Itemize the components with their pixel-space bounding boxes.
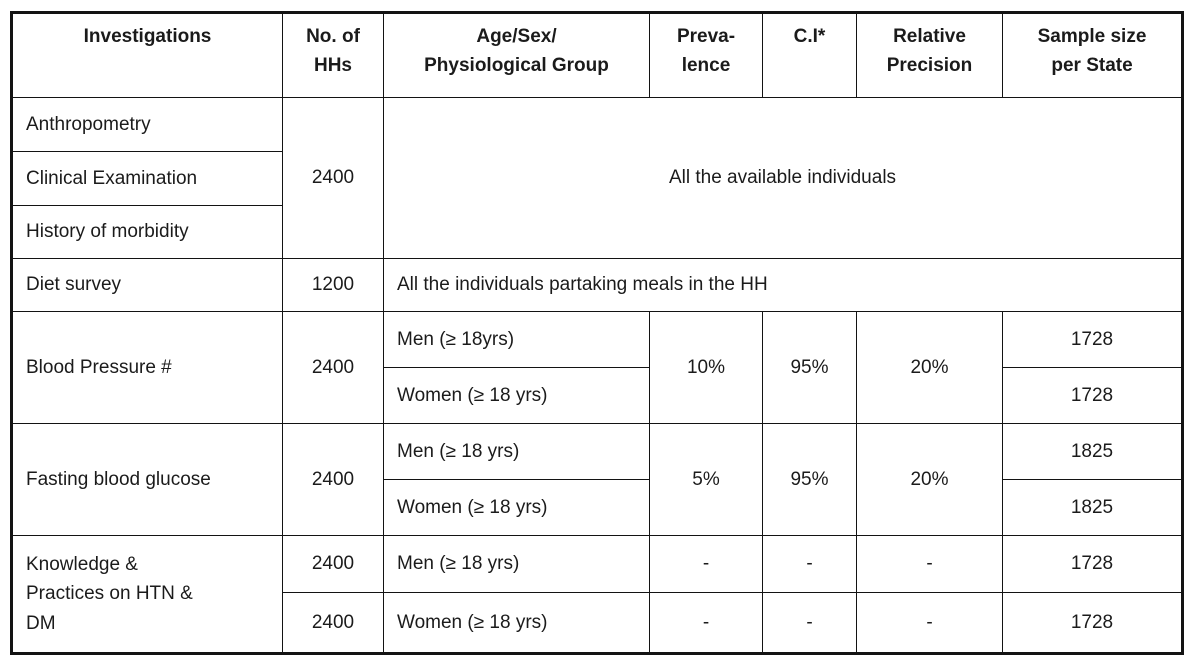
cell-knowledge-hhs-men: 2400 [282, 535, 384, 593]
header-age-sex-group: Age/Sex/ Physiological Group [383, 12, 650, 98]
cell-knowledge-label: Knowledge & Practices on HTN & DM [11, 535, 283, 654]
cell-blood-pressure-prevalence: 10% [649, 311, 763, 424]
cell-fasting-glucose-men-group: Men (≥ 18 yrs) [383, 423, 650, 480]
cell-diet-note: All the individuals partaking meals in t… [383, 258, 1183, 312]
cell-anthropometry-label: Anthropometry [11, 97, 283, 152]
cell-knowledge-ci-women: - [762, 592, 857, 654]
row-history-of-morbidity: History of morbidity [11, 205, 1183, 259]
cell-fasting-glucose-prevalence: 5% [649, 423, 763, 536]
cell-history-of-morbidity-label: History of morbidity [11, 205, 283, 259]
row-blood-pressure-men: Blood Pressure # 2400 Men (≥ 18yrs) 10% … [11, 311, 1183, 424]
row-fasting-glucose-women: Women (≥ 18 yrs) 1825 [12, 479, 1183, 536]
row-fasting-glucose-men: Fasting blood glucose 2400 Men (≥ 18 yrs… [11, 423, 1183, 536]
cell-diet-label: Diet survey [11, 258, 283, 312]
cell-knowledge-relative-precision-men: - [856, 535, 1003, 593]
cell-blood-pressure-ci: 95% [762, 311, 857, 424]
row-clinical-examination: Clinical Examination [11, 151, 1183, 206]
cell-knowledge-women-group: Women (≥ 18 yrs) [383, 592, 650, 654]
cell-blood-pressure-men-group: Men (≥ 18yrs) [383, 311, 650, 368]
header-row: Investigations No. of HHs Age/Sex/ Physi… [11, 12, 1183, 98]
cell-knowledge-hhs-women: 2400 [282, 592, 384, 654]
cell-fasting-glucose-sample-men: 1825 [1002, 423, 1183, 480]
cell-fasting-glucose-women-group: Women (≥ 18 yrs) [383, 479, 650, 536]
cell-knowledge-relative-precision-women: - [856, 592, 1003, 654]
cell-fasting-glucose-relative-precision: 20% [856, 423, 1003, 536]
cell-fasting-glucose-label: Fasting blood glucose [11, 423, 283, 536]
header-sample-size: Sample size per State [1002, 12, 1183, 98]
cell-knowledge-sample-women: 1728 [1002, 592, 1183, 654]
cell-blood-pressure-hhs: 2400 [282, 311, 384, 424]
row-knowledge-women: 2400 Women (≥ 18 yrs) - - - 1728 [12, 592, 1183, 654]
cell-fasting-glucose-hhs: 2400 [282, 423, 384, 536]
row-blood-pressure-women: Women (≥ 18 yrs) 1728 [12, 367, 1183, 424]
cell-knowledge-prevalence-women: - [649, 592, 763, 654]
row-diet-survey: Diet survey 1200 All the individuals par… [11, 258, 1183, 312]
row-knowledge-men: Knowledge & Practices on HTN & DM 2400 M… [11, 535, 1183, 654]
cell-anthro-section-hhs: 2400 [282, 97, 384, 259]
cell-diet-hhs: 1200 [282, 258, 384, 312]
header-investigations: Investigations [11, 12, 283, 98]
cell-blood-pressure-sample-men: 1728 [1002, 311, 1183, 368]
cell-blood-pressure-label: Blood Pressure # [11, 311, 283, 424]
cell-anthro-section-note: All the available individuals [383, 97, 1183, 259]
cell-fasting-glucose-sample-women: 1825 [1002, 479, 1183, 536]
cell-knowledge-prevalence-men: - [649, 535, 763, 593]
header-ci: C.I* [762, 12, 857, 98]
header-no-of-hhs: No. of HHs [282, 12, 384, 98]
row-anthropometry: Anthropometry 2400 All the available ind… [11, 97, 1183, 259]
cell-knowledge-ci-men: - [762, 535, 857, 593]
cell-knowledge-men-group: Men (≥ 18 yrs) [383, 535, 650, 593]
header-relative-precision: Relative Precision [856, 12, 1003, 98]
cell-fasting-glucose-ci: 95% [762, 423, 857, 536]
cell-blood-pressure-relative-precision: 20% [856, 311, 1003, 424]
header-prevalence: Preva- lence [649, 12, 763, 98]
cell-knowledge-sample-men: 1728 [1002, 535, 1183, 593]
cell-clinical-examination-label: Clinical Examination [11, 151, 283, 206]
cell-blood-pressure-sample-women: 1728 [1002, 367, 1183, 424]
cell-blood-pressure-women-group: Women (≥ 18 yrs) [383, 367, 650, 424]
sampling-design-table: Investigations No. of HHs Age/Sex/ Physi… [10, 11, 1184, 655]
